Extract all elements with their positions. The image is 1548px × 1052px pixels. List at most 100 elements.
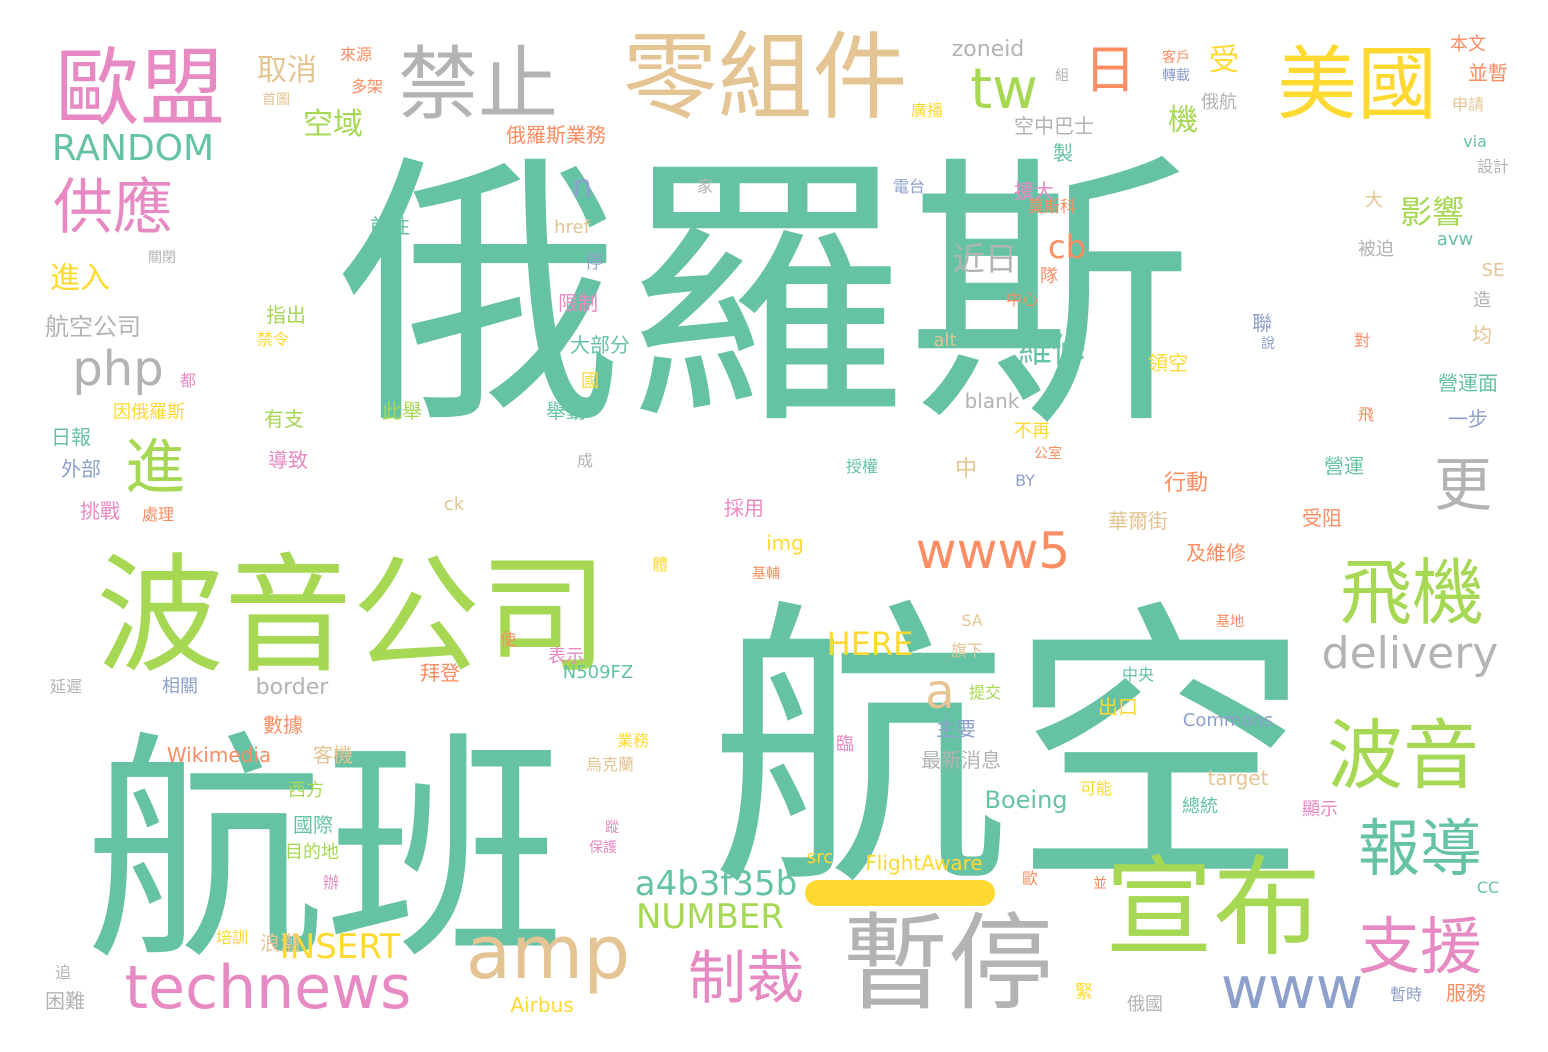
cloud-word: 飛 [1358, 405, 1374, 424]
cloud-word: CC [1477, 878, 1499, 897]
cloud-word: via [1463, 132, 1487, 151]
cloud-word: blank [965, 389, 1020, 413]
cloud-word: 主要 [936, 717, 976, 741]
cloud-word: 造 [1473, 290, 1491, 311]
cloud-word: 處理 [142, 505, 174, 524]
cloud-word: 總統 [1182, 796, 1218, 817]
cloud-word: 宣布 [1105, 846, 1321, 971]
cloud-word: 影響 [1400, 193, 1464, 231]
cloud-word: Commons [1183, 710, 1273, 731]
cloud-word: 報導 [1358, 812, 1482, 885]
cloud-word: 相關 [162, 676, 198, 697]
cloud-word: ck [444, 494, 465, 515]
cloud-word: 有支 [264, 407, 304, 431]
cloud-word: 拜登 [420, 661, 460, 685]
cloud-word: 受阻 [1302, 506, 1342, 530]
cloud-word: 電台 [893, 177, 925, 196]
cloud-word: 關閉 [148, 250, 176, 266]
cloud-word: SA [961, 611, 982, 630]
cloud-word: 飛機 [1340, 551, 1484, 635]
cloud-word: 首圖 [262, 92, 290, 108]
cloud-word: 轉載 [1162, 68, 1190, 84]
cloud-word: 隊 [1040, 266, 1058, 287]
cloud-word: 提交 [969, 683, 1001, 702]
cloud-word: 使 [500, 630, 516, 649]
cloud-word: 並 [1093, 876, 1107, 892]
cloud-word: 航班 [85, 712, 565, 992]
cloud-word: 數據 [263, 713, 303, 737]
cloud-word: 限制 [558, 291, 598, 315]
cloud-word: Wikimedia [167, 743, 271, 767]
cloud-word: 禁止 [398, 38, 558, 131]
cloud-word: 莫斯科 [1028, 197, 1076, 216]
cloud-word: 舉動 [546, 399, 586, 423]
cloud-word: 暫停 [843, 903, 1053, 1025]
cloud-word: 申請 [1452, 95, 1484, 114]
cloud-word: 追 [55, 963, 71, 982]
cloud-word: 蹤 [605, 820, 619, 836]
cloud-word: SE [1482, 260, 1505, 281]
cloud-word: 營運 [1324, 454, 1364, 478]
cloud-word: php [72, 341, 163, 397]
cloud-word: tw [970, 57, 1038, 122]
cloud-word: NUMBER [636, 897, 784, 937]
cloud-word: 西方 [288, 780, 324, 801]
cloud-word: 歐 [1022, 869, 1038, 888]
cloud-word: 領空 [1148, 351, 1188, 375]
cloud-word: 業務 [617, 731, 649, 750]
cloud-word: alt [933, 330, 956, 351]
cloud-word: 基地 [1216, 613, 1244, 630]
cloud-word: 客戶 [1162, 49, 1190, 66]
cloud-word: 臨 [836, 734, 854, 755]
cloud-word: 指出 [266, 303, 306, 327]
cloud-word: 多架 [351, 77, 383, 96]
cloud-word: 華爾街 [1108, 509, 1168, 533]
cloud-word: 日 [1084, 41, 1136, 101]
cloud-word: 大部分 [570, 333, 630, 357]
cloud-word: 國際 [293, 813, 333, 837]
cloud-word: 營運面 [1438, 371, 1498, 395]
cloud-word: Airbus [510, 993, 573, 1017]
cloud-word: 服務 [1446, 981, 1486, 1005]
cloud-word: 體 [652, 555, 668, 574]
cloud-word: 俄國 [1127, 994, 1163, 1015]
cloud-word: a [925, 664, 954, 720]
cloud-word: 機 [1168, 103, 1198, 138]
cloud-word: cb [1048, 228, 1086, 266]
cloud-word: 基輔 [752, 565, 780, 582]
cloud-word: 停 [585, 252, 603, 273]
cloud-word: 並暫 [1468, 61, 1508, 85]
cloud-word: 挑戰 [80, 499, 120, 523]
cloud-word: 導致 [268, 448, 308, 472]
cloud-word: 公室 [1034, 445, 1062, 462]
cloud-word: 前往 [370, 214, 410, 238]
cloud-word: Boeing [984, 786, 1067, 814]
cloud-word: 暫時 [1390, 985, 1422, 1004]
cloud-word: 維修 [1018, 331, 1086, 371]
cloud-word: 辦 [323, 873, 339, 892]
decorative-dash [805, 880, 995, 906]
cloud-word: 大 [1365, 190, 1383, 211]
cloud-word: 可能 [1080, 779, 1112, 798]
cloud-word: zoneid [952, 37, 1025, 62]
cloud-word: 俄航 [1201, 92, 1237, 113]
cloud-word: 中央 [1122, 665, 1154, 684]
cloud-word: 制裁 [688, 944, 804, 1012]
cloud-word: 取消 [257, 53, 317, 88]
cloud-word: 烏克蘭 [586, 755, 634, 774]
cloud-word: 成 [577, 451, 593, 470]
cloud-word: 一步 [1448, 407, 1488, 431]
cloud-word: 來源 [340, 45, 372, 64]
cloud-word: INSERT [280, 927, 401, 967]
cloud-word: 行動 [1164, 471, 1208, 496]
cloud-word: 零組件 [622, 23, 907, 133]
cloud-word: n [572, 167, 592, 205]
cloud-word: img [766, 531, 804, 555]
cloud-word: a4b3f35b [635, 864, 798, 904]
cloud-word: 擴大 [1014, 179, 1054, 203]
cloud-word: border [256, 675, 330, 700]
cloud-word: 俄羅斯業務 [506, 123, 606, 147]
